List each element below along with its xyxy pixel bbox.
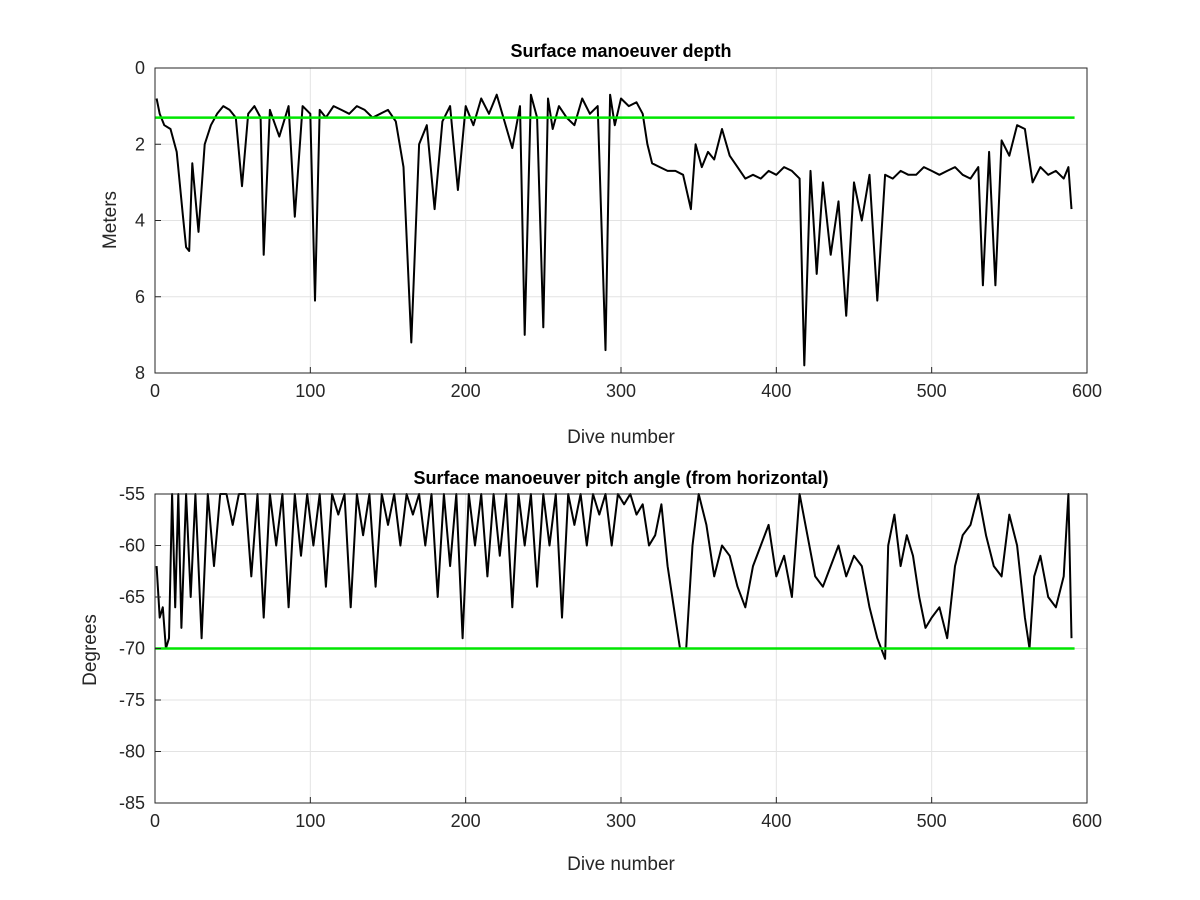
pitch-y-tick-label: -70 (119, 639, 145, 659)
depth-x-tick-label: 0 (150, 381, 160, 401)
depth-y-tick-label: 6 (135, 287, 145, 307)
pitch-x-axis-label: Dive number (567, 854, 675, 875)
pitch-y-tick-label: -75 (119, 690, 145, 710)
depth-series (155, 93, 1073, 367)
depth-chart-title: Surface manoeuver depth (510, 41, 731, 61)
depth-x-axis-label: Dive number (567, 427, 675, 448)
depth-data-line (155, 93, 1073, 367)
pitch-x-tick-label: 100 (295, 811, 325, 831)
pitch-ticks: 0 100 200 300 400 500 600 -55 -60 -65 -70 -75 -80 -85 (119, 484, 1102, 831)
depth-x-tick-label: 100 (295, 381, 325, 401)
pitch-y-tick-label: -85 (119, 793, 145, 813)
depth-x-tick-label: 200 (451, 381, 481, 401)
pitch-x-tick-label: 400 (761, 811, 791, 831)
pitch-y-tick-label: -60 (119, 536, 145, 556)
pitch-y-tick-label: -80 (119, 742, 145, 762)
pitch-chart: 0 100 200 300 400 500 600 -55 -60 -65 -70 -75 -80 -85… (80, 468, 1102, 875)
pitch-chart-title: Surface manoeuver pitch angle (from hori… (413, 468, 828, 488)
pitch-x-tick-label: 300 (606, 811, 636, 831)
pitch-x-tick-label: 500 (917, 811, 947, 831)
pitch-x-tick-label: 200 (451, 811, 481, 831)
depth-y-axis-label: Meters (100, 191, 121, 249)
depth-y-tick-label: 8 (135, 363, 145, 383)
depth-ticks: 0 100 200 300 400 500 600 0 2 4 6 8 (135, 58, 1102, 401)
depth-chart: 0 100 200 300 400 500 600 0 2 4 6 8 Surface manoeuv… (100, 41, 1102, 448)
depth-x-tick-label: 300 (606, 381, 636, 401)
pitch-y-tick-label: -55 (119, 484, 145, 504)
pitch-data-line (155, 493, 1073, 660)
depth-x-tick-label: 600 (1072, 381, 1102, 401)
depth-y-tick-label: 4 (135, 211, 145, 231)
pitch-y-tick-label: -65 (119, 587, 145, 607)
depth-x-tick-label: 400 (761, 381, 791, 401)
pitch-series (155, 493, 1073, 660)
depth-x-tick-label: 500 (917, 381, 947, 401)
depth-y-tick-label: 0 (135, 58, 145, 78)
pitch-x-tick-label: 600 (1072, 811, 1102, 831)
depth-y-tick-label: 2 (135, 134, 145, 154)
pitch-x-tick-label: 0 (150, 811, 160, 831)
pitch-y-axis-label: Degrees (80, 614, 101, 686)
